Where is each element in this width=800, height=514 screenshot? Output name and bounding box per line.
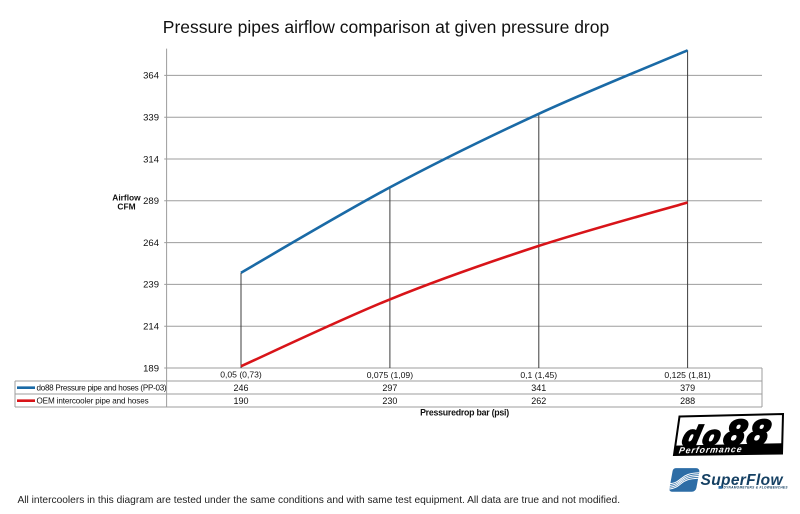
svg-text:CFM: CFM xyxy=(117,201,135,211)
svg-text:364: 364 xyxy=(143,71,159,82)
svg-text:262: 262 xyxy=(531,396,546,406)
svg-text:314: 314 xyxy=(143,154,159,165)
svg-text:288: 288 xyxy=(680,396,695,406)
svg-text:239: 239 xyxy=(143,280,159,291)
svg-text:DYNAMOMETERS & FLOWBENCHES: DYNAMOMETERS & FLOWBENCHES xyxy=(724,486,789,490)
svg-text:Pressuredrop bar (psi): Pressuredrop bar (psi) xyxy=(420,408,509,418)
svg-text:264: 264 xyxy=(143,238,159,249)
svg-text:0,05 (0,73): 0,05 (0,73) xyxy=(220,370,262,380)
svg-text:Performance: Performance xyxy=(678,444,743,455)
svg-text:do88 Pressure pipe and hoses (: do88 Pressure pipe and hoses (PP-03) xyxy=(37,384,167,393)
svg-text:341: 341 xyxy=(531,383,546,393)
svg-text:190: 190 xyxy=(233,396,248,406)
svg-text:Airflow: Airflow xyxy=(112,193,141,203)
svg-text:246: 246 xyxy=(233,383,248,393)
svg-text:0,125 (1,81): 0,125 (1,81) xyxy=(664,370,710,380)
svg-text:Pressure pipes airflow compari: Pressure pipes airflow comparison at giv… xyxy=(163,17,609,37)
svg-text:289: 289 xyxy=(143,196,159,207)
svg-text:189: 189 xyxy=(143,363,159,374)
svg-text:OEM intercooler pipe and hoses: OEM intercooler pipe and hoses xyxy=(37,397,149,406)
svg-text:339: 339 xyxy=(143,113,159,124)
svg-text:0,075 (1,09): 0,075 (1,09) xyxy=(367,370,413,380)
svg-text:All intercoolers in this diagr: All intercoolers in this diagram are tes… xyxy=(18,495,621,506)
svg-text:0,1 (1,45): 0,1 (1,45) xyxy=(520,370,557,380)
svg-text:SuperFlow: SuperFlow xyxy=(701,472,784,489)
svg-text:230: 230 xyxy=(382,396,397,406)
svg-text:379: 379 xyxy=(680,383,695,393)
svg-text:214: 214 xyxy=(143,322,159,333)
svg-text:297: 297 xyxy=(382,383,397,393)
